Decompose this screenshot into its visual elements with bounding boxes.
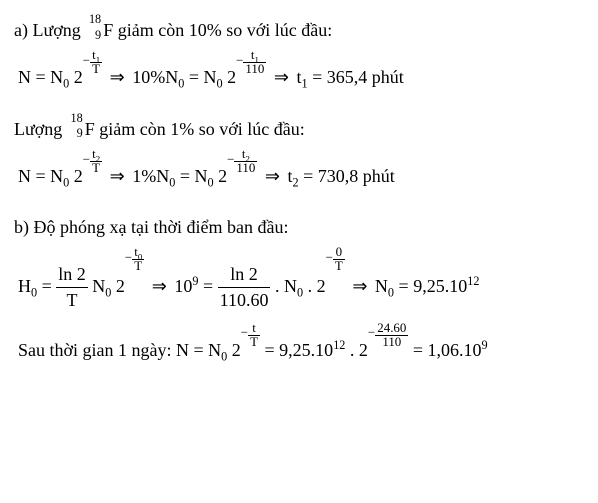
var-N0: N bbox=[50, 67, 63, 87]
part-a-intro-10: a) Lượng 18 9 F giảm còn 10% so với lúc … bbox=[14, 18, 584, 43]
exponent: −t1110 bbox=[236, 49, 266, 76]
frac-t1-T: t1T bbox=[90, 49, 102, 76]
frac-t0-T: t0T bbox=[132, 246, 144, 273]
equals: = bbox=[36, 67, 46, 87]
frac-t1-110: t1110 bbox=[243, 49, 266, 76]
arrow-icon: ⇒ bbox=[149, 276, 170, 296]
equation-H0: H0 = ln 2 T N0 2−t0T ⇒ 109 = ln 2 110.60… bbox=[14, 262, 584, 313]
var-H0: H bbox=[18, 276, 31, 296]
arrow-icon: ⇒ bbox=[107, 166, 128, 186]
exponent: −t1T bbox=[83, 49, 102, 76]
frac-t2-110: t2110 bbox=[234, 148, 257, 175]
frac-0-T: 0T bbox=[333, 246, 345, 273]
text: a) Lượng bbox=[14, 20, 85, 40]
result-final: = 1,06.10 bbox=[413, 340, 482, 360]
equation-final: Sau thời gian 1 ngày: N = N0 2−tT = 9,25… bbox=[14, 338, 584, 365]
text: giảm còn 1% so với lúc đầu: bbox=[99, 119, 304, 139]
result-N0: = 9,25.10 bbox=[399, 276, 468, 296]
one-percent-N0: 1%N bbox=[132, 166, 169, 186]
equation-1-percent: N = N0 2−t2T ⇒ 1%N0 = N0 2−t2110 ⇒ t2 = … bbox=[14, 164, 584, 191]
part-b-intro: b) Độ phóng xạ tại thời điểm ban đầu: bbox=[14, 215, 584, 240]
frac-ln2-11060: ln 2 110.60 bbox=[218, 262, 271, 313]
result-value: = 730,8 phút bbox=[303, 166, 395, 186]
minus: − bbox=[83, 52, 90, 67]
ten-percent-N0: 10%N bbox=[132, 67, 178, 87]
arrow-icon: ⇒ bbox=[271, 67, 292, 87]
frac-t2-T: t2T bbox=[90, 148, 102, 175]
text: giảm còn 10% so với lúc đầu: bbox=[118, 20, 332, 40]
text: Lượng bbox=[14, 119, 67, 139]
text: b) Độ phóng xạ tại thời điểm ban đầu: bbox=[14, 217, 288, 237]
part-a-intro-1: Lượng 18 9 F giảm còn 1% so với lúc đầu: bbox=[14, 117, 584, 142]
atomic-number: 9 bbox=[85, 27, 101, 44]
base-2: 2 bbox=[74, 67, 83, 87]
sub-0: 0 bbox=[63, 77, 69, 91]
equation-10-percent: N = N0 2−t1T ⇒ 10%N0 = N0 2−t1110 ⇒ t1 =… bbox=[14, 65, 584, 92]
element-symbol: F bbox=[103, 20, 113, 40]
arrow-icon: ⇒ bbox=[107, 67, 128, 87]
isotope-18-9-F: 18 9 F bbox=[67, 117, 95, 142]
text-prefix: Sau thời gian 1 ngày: bbox=[18, 340, 176, 360]
arrow-icon: ⇒ bbox=[262, 166, 283, 186]
var-N: N bbox=[18, 67, 31, 87]
isotope-18-9-F: 18 9 F bbox=[85, 18, 113, 43]
arrow-icon: ⇒ bbox=[349, 276, 370, 296]
result-value: = 365,4 phút bbox=[312, 67, 404, 87]
frac-ln2-T: ln 2 T bbox=[56, 262, 88, 313]
ten-to-9: 10 bbox=[174, 276, 192, 296]
frac-2460-110: 24.60110 bbox=[375, 322, 408, 349]
frac-t-T: tT bbox=[248, 322, 260, 349]
